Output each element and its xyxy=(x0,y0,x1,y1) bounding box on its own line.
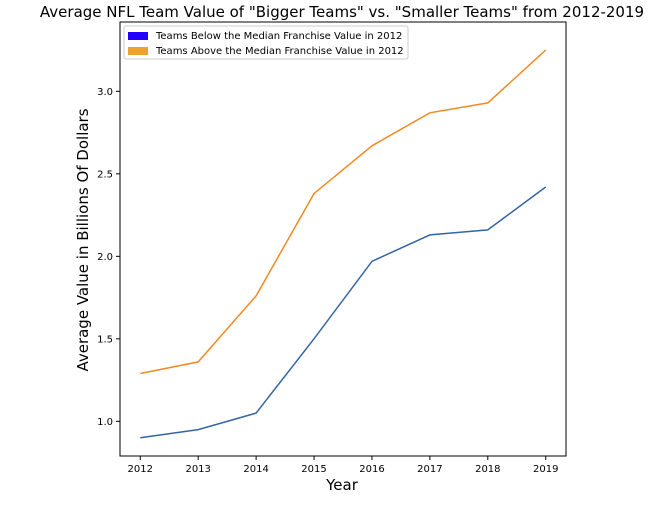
x-axis-label: Year xyxy=(325,476,359,494)
x-tick-label: 2012 xyxy=(128,464,153,475)
legend: Teams Below the Median Franchise Value i… xyxy=(123,25,409,60)
y-axis-label: Average Value in Billions Of Dollars xyxy=(74,108,92,371)
y-tick-label: 2.5 xyxy=(97,169,113,180)
legend-label-above: Teams Above the Median Franchise Value i… xyxy=(155,46,404,57)
chart-title: Average NFL Team Value of "Bigger Teams"… xyxy=(40,3,644,21)
plot-marks xyxy=(140,49,547,439)
y-tick-label: 2.0 xyxy=(97,252,113,263)
plot-frame xyxy=(119,21,567,457)
x-tick-label: 2014 xyxy=(243,464,268,475)
legend-swatch-below xyxy=(128,32,148,40)
x-tick-label: 2015 xyxy=(301,464,326,475)
legend-label-below: Teams Below the Median Franchise Value i… xyxy=(155,31,402,42)
series-line-1 xyxy=(140,49,547,375)
series-line-0 xyxy=(140,186,547,439)
x-tick-label: 2016 xyxy=(359,464,384,475)
y-tick-label: 1.0 xyxy=(97,417,113,428)
legend-box xyxy=(123,25,409,60)
x-tick-label: 2013 xyxy=(185,464,210,475)
y-tick-label: 3.0 xyxy=(97,87,113,98)
y-tick-label: 1.5 xyxy=(97,334,113,345)
legend-swatch-above xyxy=(128,47,148,55)
x-tick-label: 2017 xyxy=(417,464,442,475)
x-tick-label: 2018 xyxy=(475,464,500,475)
axis-ticks: 2012 2013 2014 2015 2016 2017 2018 2019 1.0 1.5 2.… xyxy=(97,87,558,475)
x-tick-label: 2019 xyxy=(533,464,558,475)
